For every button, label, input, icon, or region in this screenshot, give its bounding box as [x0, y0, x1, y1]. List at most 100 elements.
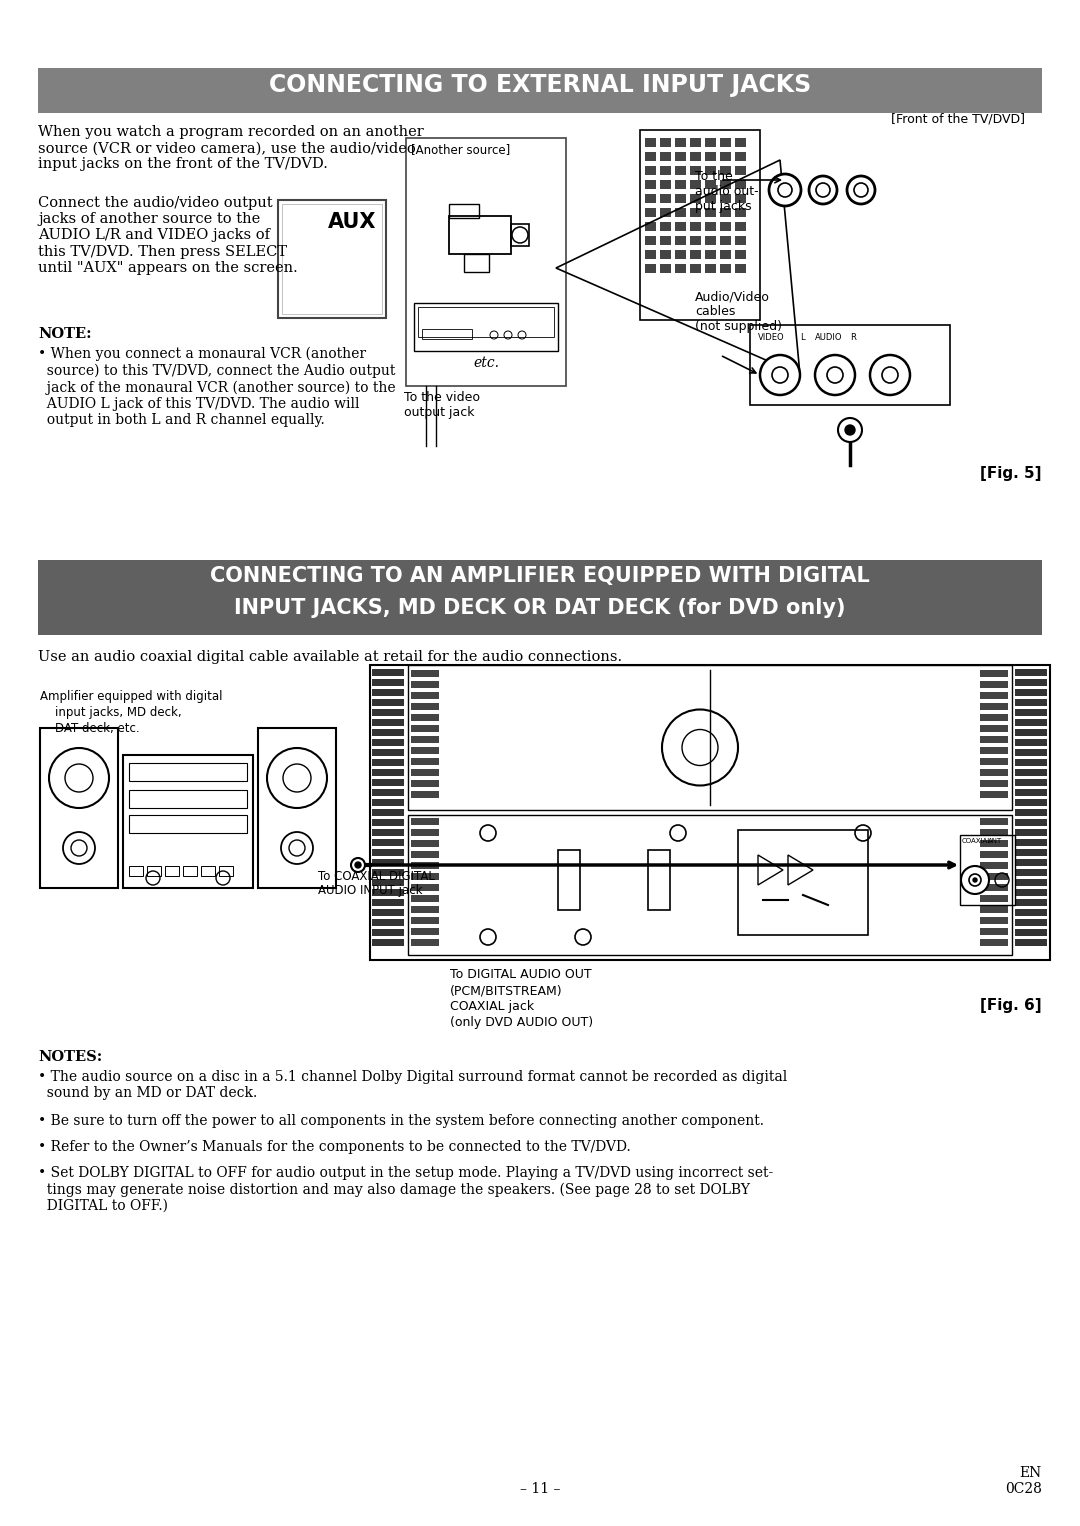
Bar — [690, 264, 701, 273]
Text: • The audio source on a disc in a 5.1 channel Dolby Digital surround format cann: • The audio source on a disc in a 5.1 ch… — [38, 1070, 787, 1100]
Bar — [1015, 749, 1047, 755]
Text: Use an audio coaxial digital cable available at retail for the audio connections: Use an audio coaxial digital cable avail… — [38, 650, 622, 664]
Bar — [980, 703, 1008, 710]
Bar — [690, 237, 701, 246]
Bar — [960, 835, 1015, 905]
Bar — [675, 264, 686, 273]
Bar — [660, 137, 671, 146]
Bar — [645, 264, 656, 273]
Bar — [675, 208, 686, 217]
Bar — [735, 237, 746, 246]
Bar — [675, 153, 686, 162]
Text: To the video
output jack: To the video output jack — [404, 391, 480, 420]
Text: AUDIO INPUT jack: AUDIO INPUT jack — [318, 884, 422, 897]
Bar — [690, 194, 701, 203]
Circle shape — [854, 183, 868, 197]
Bar — [372, 690, 404, 696]
Bar — [406, 137, 566, 386]
Bar — [372, 839, 404, 845]
Bar — [1015, 719, 1047, 726]
Bar — [675, 194, 686, 203]
Bar — [660, 153, 671, 162]
Bar — [372, 729, 404, 736]
Bar — [1015, 690, 1047, 696]
Bar — [372, 809, 404, 816]
Bar — [980, 852, 1008, 858]
Bar — [645, 194, 656, 203]
Text: AUX: AUX — [327, 212, 376, 232]
Text: • Be sure to turn off the power to all components in the system before connectin: • Be sure to turn off the power to all c… — [38, 1114, 764, 1128]
Bar — [129, 763, 247, 781]
Bar — [411, 896, 438, 902]
Circle shape — [973, 877, 977, 882]
Bar — [645, 237, 656, 246]
Bar — [720, 221, 731, 230]
Text: input jacks, MD deck,: input jacks, MD deck, — [55, 707, 181, 719]
Bar — [372, 668, 404, 676]
Bar — [464, 253, 489, 272]
Text: VIDEO: VIDEO — [758, 333, 785, 342]
Bar — [1015, 938, 1047, 946]
Bar — [411, 818, 438, 826]
Bar — [690, 180, 701, 189]
Bar — [1015, 699, 1047, 707]
Bar — [660, 250, 671, 259]
Bar — [645, 137, 656, 146]
Bar — [705, 180, 716, 189]
Bar — [1015, 868, 1047, 876]
Bar — [1015, 929, 1047, 935]
Bar — [980, 714, 1008, 720]
Bar — [372, 859, 404, 865]
Circle shape — [845, 426, 855, 435]
Bar — [980, 917, 1008, 925]
Text: ANT: ANT — [988, 838, 1002, 844]
Circle shape — [816, 183, 831, 197]
Bar — [645, 166, 656, 175]
Bar — [449, 204, 480, 218]
Text: NOTE:: NOTE: — [38, 327, 92, 340]
Bar — [738, 830, 868, 935]
Bar — [645, 208, 656, 217]
Bar — [1015, 758, 1047, 766]
Bar — [1015, 848, 1047, 856]
Bar — [411, 862, 438, 868]
Bar — [411, 670, 438, 678]
Bar — [735, 250, 746, 259]
Bar — [372, 710, 404, 716]
Bar — [129, 865, 143, 876]
Bar — [980, 758, 1008, 765]
Bar — [411, 736, 438, 743]
Bar — [660, 264, 671, 273]
Bar — [1015, 879, 1047, 887]
Bar — [1015, 668, 1047, 676]
Bar — [201, 865, 215, 876]
Bar — [372, 868, 404, 876]
Bar — [1015, 710, 1047, 716]
Bar — [372, 778, 404, 786]
Bar — [418, 307, 554, 337]
Bar — [183, 865, 197, 876]
Text: NOTES:: NOTES: — [38, 1050, 103, 1064]
Bar — [660, 208, 671, 217]
Text: EN
0C28: EN 0C28 — [1005, 1466, 1042, 1495]
Text: [Fig. 6]: [Fig. 6] — [981, 998, 1042, 1013]
Bar — [645, 221, 656, 230]
Bar — [640, 130, 760, 320]
Bar — [705, 208, 716, 217]
Circle shape — [778, 183, 792, 197]
Bar — [705, 221, 716, 230]
Bar — [980, 818, 1008, 826]
Text: L: L — [800, 333, 805, 342]
Bar — [1015, 769, 1047, 777]
Bar — [411, 938, 438, 946]
Bar — [372, 929, 404, 935]
Bar — [735, 166, 746, 175]
Bar — [735, 208, 746, 217]
Text: When you watch a program recorded on an another
source (VCR or video camera), us: When you watch a program recorded on an … — [38, 125, 423, 171]
Bar — [411, 839, 438, 847]
Circle shape — [760, 356, 800, 395]
Bar — [980, 748, 1008, 754]
Bar — [1015, 789, 1047, 797]
Bar — [372, 819, 404, 826]
Text: CONNECTING TO AN AMPLIFIER EQUIPPED WITH DIGITAL: CONNECTING TO AN AMPLIFIER EQUIPPED WITH… — [211, 566, 869, 586]
